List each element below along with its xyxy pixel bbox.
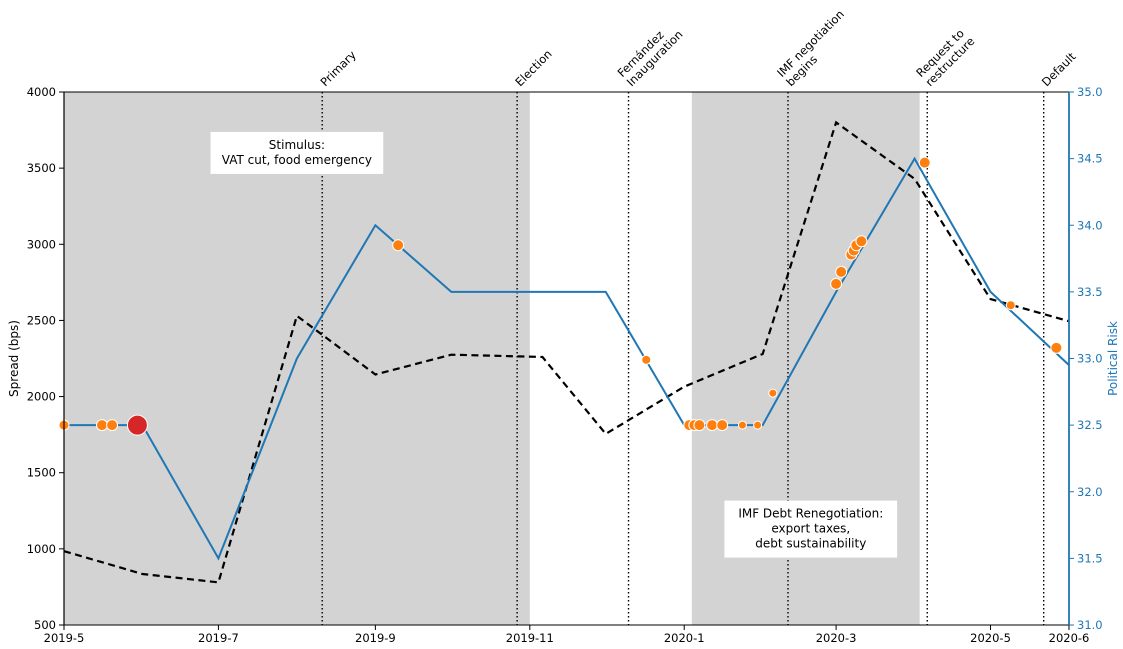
highlight-marker xyxy=(126,414,148,436)
spread-line xyxy=(63,120,1070,584)
x-tick-label: 2019-5 xyxy=(44,631,85,645)
event-marker xyxy=(706,419,719,432)
annotation-text: Stimulus: xyxy=(269,138,325,152)
y2-tick-label: 31.0 xyxy=(1077,618,1103,632)
event-marker xyxy=(1050,341,1063,354)
x-axis: 2019-5 2019-7 2019-9 2019-11 2020-1 2020-3 202… xyxy=(44,625,1090,645)
x-tick-label: 2019-9 xyxy=(355,631,396,645)
y2-tick-label: 33.5 xyxy=(1077,285,1103,299)
y-tick-label: 2000 xyxy=(27,390,56,404)
x-tick-label: 2019-7 xyxy=(198,631,239,645)
event-markers xyxy=(58,156,1063,436)
event-label: Default xyxy=(1039,49,1079,89)
y-tick-label: 4000 xyxy=(27,85,56,99)
y-tick-label: 1500 xyxy=(27,466,56,480)
event-marker xyxy=(106,419,119,432)
y-tick-label: 3000 xyxy=(27,237,56,251)
series-lines xyxy=(63,120,1070,584)
y2-tick-label: 32.0 xyxy=(1077,485,1103,499)
y-axis-label: Spread (bps) xyxy=(7,320,21,397)
y2-tick-label: 33.0 xyxy=(1077,352,1103,366)
annotation-box xyxy=(724,500,898,558)
shaded-periods xyxy=(64,92,920,625)
event-marker xyxy=(835,265,848,278)
event-marker xyxy=(392,239,405,252)
x-tick-label: 2020-3 xyxy=(816,631,857,645)
annotation-text: debt sustainability xyxy=(755,537,866,551)
y2-axis-label: Political Risk xyxy=(1106,321,1120,396)
x-tick-label: 2020-6 xyxy=(1049,631,1090,645)
x-tick-label: 2019-11 xyxy=(506,631,554,645)
x-tick-label: 2020-1 xyxy=(664,631,705,645)
x-tick-label: 2020-5 xyxy=(970,631,1011,645)
event-label: Election xyxy=(512,47,554,89)
event-marker xyxy=(716,419,729,432)
y-tick-label: 3500 xyxy=(27,161,56,175)
event-marker xyxy=(693,419,706,432)
y-tick-label: 2500 xyxy=(27,313,56,327)
annotations: Stimulus:VAT cut, food emergency IMF Debt… xyxy=(210,131,898,558)
event-marker xyxy=(95,419,108,432)
event-marker xyxy=(768,388,778,398)
y2-tick-label: 34.0 xyxy=(1077,218,1103,232)
event-marker xyxy=(1005,300,1016,311)
event-marker xyxy=(855,235,868,248)
event-marker xyxy=(830,277,843,290)
event-marker xyxy=(753,420,763,430)
event-marker xyxy=(737,420,747,430)
annotation-text: IMF Debt Renegotiation: xyxy=(738,507,883,521)
event-marker xyxy=(641,354,652,365)
y-axis-right: 31.0 31.5 32.0 32.5 33.0 33.5 34.0 34.5 35.0 Poli… xyxy=(1069,85,1120,632)
annotation-text: export taxes, xyxy=(771,522,850,536)
y-tick-label: 1000 xyxy=(27,542,56,556)
event-label-text: Election xyxy=(512,47,554,89)
y2-tick-label: 31.5 xyxy=(1077,551,1103,565)
political-risk-line xyxy=(64,156,1070,561)
y2-tick-label: 35.0 xyxy=(1077,85,1103,99)
event-label-text: Primary xyxy=(317,48,358,89)
y-axis-left: 500 1000 1500 2000 2500 3000 3500 4000 Spread (b… xyxy=(7,85,64,632)
annotation-text: VAT cut, food emergency xyxy=(222,153,372,167)
event-label: Primary xyxy=(317,48,358,89)
event-marker xyxy=(918,156,931,169)
y2-tick-label: 34.5 xyxy=(1077,152,1103,166)
y2-tick-label: 32.5 xyxy=(1077,418,1103,432)
event-label-text: Default xyxy=(1039,49,1079,89)
annotation-box xyxy=(210,131,384,174)
y-tick-label: 500 xyxy=(34,618,56,632)
